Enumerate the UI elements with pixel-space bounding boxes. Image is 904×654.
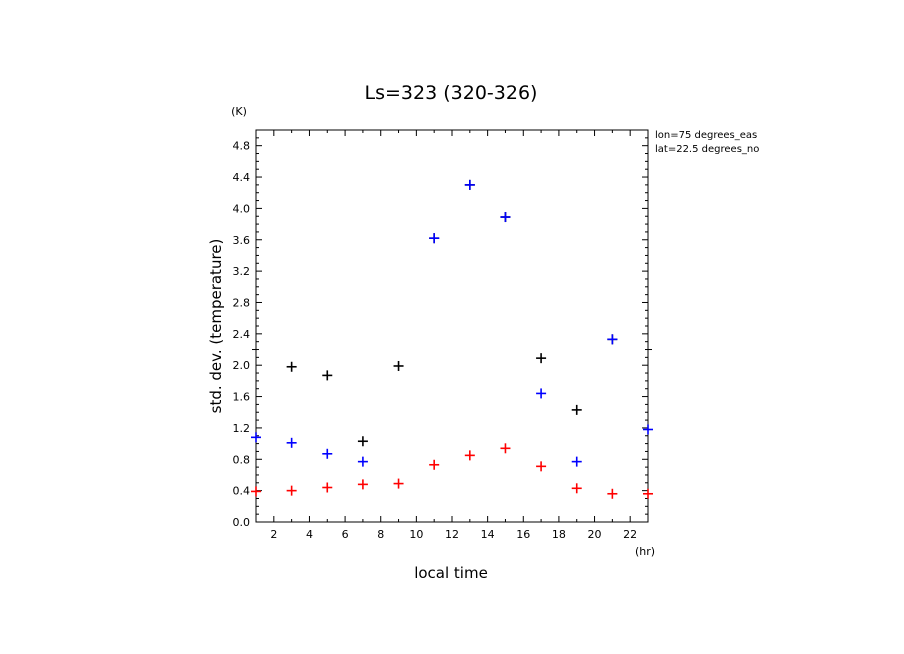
data-point bbox=[322, 448, 333, 459]
annotation-lat: lat=22.5 degrees_no bbox=[655, 144, 759, 155]
data-point bbox=[322, 482, 333, 493]
data-point bbox=[393, 360, 404, 371]
x-tick-label: 6 bbox=[342, 528, 349, 541]
data-point bbox=[571, 456, 582, 467]
y-tick-label: 2.8 bbox=[233, 296, 251, 309]
axis-ticks: 0.0 0.4 0.8 1.2 1.6 2.0 2.4 2.8 3.2 3.6 4.0 4.4 4.8 2… bbox=[233, 129, 652, 541]
y-axis-label: std. dev. (temperature) bbox=[207, 239, 225, 414]
x-tick-label: 4 bbox=[306, 528, 313, 541]
x-tick-label: 2 bbox=[270, 528, 277, 541]
x-tick-label: 10 bbox=[409, 528, 423, 541]
y-tick-label: 0.0 bbox=[233, 516, 251, 529]
data-point bbox=[286, 361, 297, 372]
y-unit-label: (K) bbox=[231, 105, 247, 118]
data-point bbox=[429, 459, 440, 470]
data-point bbox=[357, 456, 368, 467]
x-tick-label: 16 bbox=[516, 528, 530, 541]
data-point bbox=[357, 436, 368, 447]
data-point bbox=[464, 179, 475, 190]
x-tick-label: 14 bbox=[481, 528, 495, 541]
y-tick-label: 1.6 bbox=[233, 391, 251, 404]
y-tick-label: 4.8 bbox=[233, 140, 251, 153]
data-point bbox=[607, 488, 618, 499]
y-tick-label: 1.2 bbox=[233, 422, 251, 435]
data-point bbox=[251, 486, 261, 497]
data-point bbox=[500, 443, 511, 454]
y-tick-label: 3.6 bbox=[233, 234, 251, 247]
data-point bbox=[607, 334, 618, 345]
y-tick-label: 0.8 bbox=[233, 453, 251, 466]
data-point bbox=[643, 488, 653, 499]
y-tick-label: 4.0 bbox=[233, 202, 251, 215]
x-axis-label: local time bbox=[414, 564, 488, 582]
data-point bbox=[322, 370, 333, 381]
data-point bbox=[500, 212, 511, 223]
data-point bbox=[393, 478, 404, 489]
y-tick-label: 0.4 bbox=[233, 485, 251, 498]
data-point bbox=[643, 424, 653, 435]
data-point bbox=[571, 404, 582, 415]
plot-frame bbox=[255, 129, 649, 523]
data-point bbox=[536, 388, 547, 399]
data-point bbox=[464, 450, 475, 461]
x-tick-label: 8 bbox=[377, 528, 384, 541]
data-point bbox=[429, 233, 440, 244]
x-tick-label: 22 bbox=[623, 528, 637, 541]
data-point bbox=[251, 432, 261, 443]
x-unit-label: (hr) bbox=[635, 545, 655, 558]
data-point bbox=[571, 483, 582, 494]
data-point bbox=[357, 479, 368, 490]
data-point bbox=[286, 437, 297, 448]
annotation-lon: lon=75 degrees_eas bbox=[655, 130, 757, 141]
data-point bbox=[536, 461, 547, 472]
data-point bbox=[286, 485, 297, 496]
x-tick-label: 20 bbox=[588, 528, 602, 541]
chart-title: Ls=323 (320-326) bbox=[365, 82, 538, 104]
x-tick-label: 18 bbox=[552, 528, 566, 541]
y-tick-label: 4.4 bbox=[233, 171, 251, 184]
y-tick-label: 2.0 bbox=[233, 359, 251, 372]
y-tick-label: 3.2 bbox=[233, 265, 251, 278]
x-tick-label: 12 bbox=[445, 528, 459, 541]
data-marks bbox=[251, 179, 653, 499]
y-tick-label: 2.4 bbox=[233, 328, 251, 341]
data-point bbox=[536, 353, 547, 364]
